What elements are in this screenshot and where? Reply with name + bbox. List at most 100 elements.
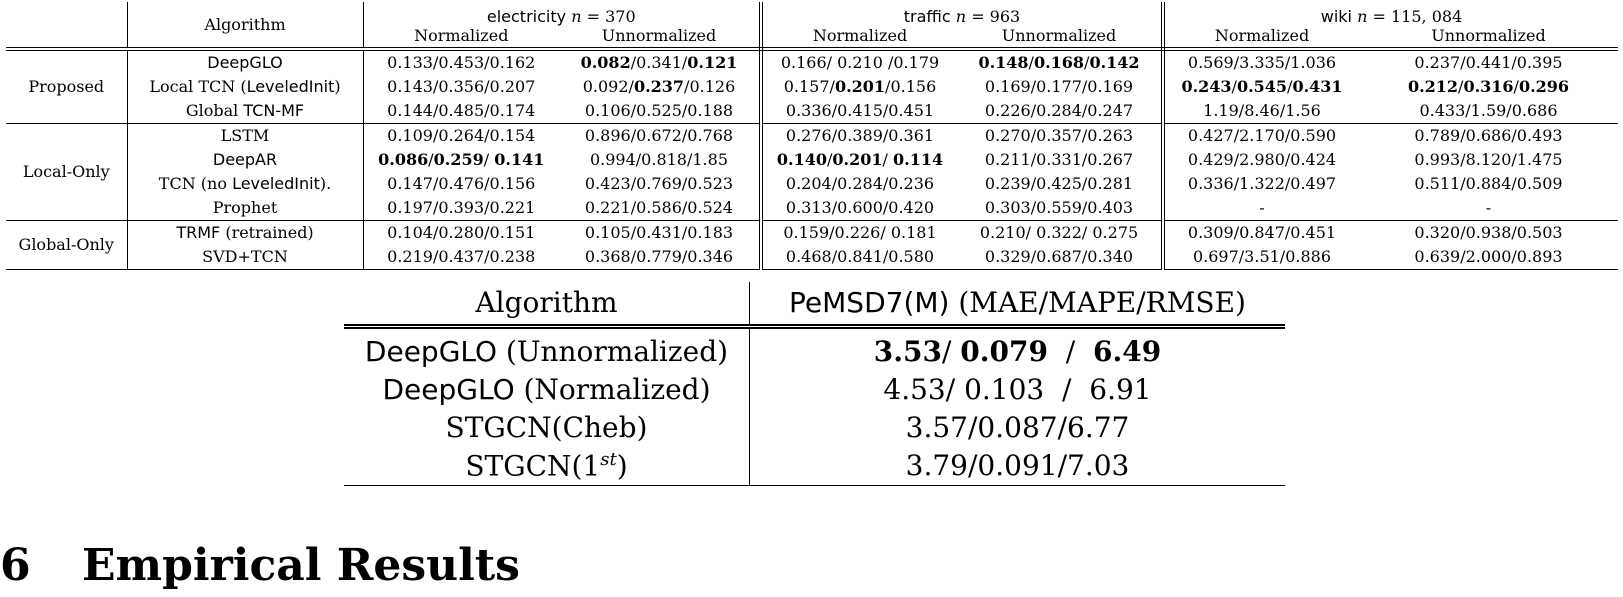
metric-cell: 0.133/0.453/0.162 [363, 48, 559, 75]
value-text: 0.109/0.264/0.154 [387, 126, 536, 145]
algorithm-sans-text: TRMF [176, 223, 221, 242]
value-text: - [1485, 198, 1492, 217]
row-group-label: Global-Only [6, 220, 128, 270]
table2-metric-value: 4.53/ 0.103 / 6.91 [750, 371, 1286, 409]
value-text: 3.57/0.087/6.77 [905, 411, 1130, 444]
algorithm-name: Local TCN (LeveledInit) [127, 75, 364, 99]
value-text: 1.19/8.46/1.56 [1203, 101, 1321, 120]
value-text: 0.423/0.769/0.523 [584, 174, 734, 193]
metric-cell: - [1163, 196, 1359, 221]
value-text: 0.336/1.322/0.497 [1187, 174, 1337, 193]
table-row: Local TCN (LeveledInit) 0.143/0.356/0.207… [6, 75, 1618, 99]
bold-value: 3.53 [873, 335, 942, 368]
metric-cell: 0.212/0.316/0.296 [1359, 75, 1618, 99]
table-row: Global-Only TRMF (retrained) 0.104/0.280/0… [6, 220, 1618, 270]
value-text: / [483, 150, 495, 169]
metric-cell: 0.427/2.170/0.590 [1163, 123, 1359, 148]
value-text: / [1028, 53, 1034, 72]
table-row: SVD+TCN 0.219/0.437/0.238 0.368/0.779/0.34… [6, 245, 1618, 270]
table2-row: STGCN(1st) 3.79/0.091/7.03 [344, 447, 1285, 486]
value-text: 0.433/1.59/0.686 [1419, 101, 1558, 120]
metric-cell: 0.148/0.168/0.142 [957, 48, 1165, 75]
algorithm-text: ). [319, 174, 332, 193]
value-text: 0.210/ 0.322/ 0.275 [979, 223, 1139, 242]
table2-row: DeepGLO (Unnormalized) 3.53/ 0.079 / 6.49 [344, 326, 1285, 371]
metric-cell: 0.697/3.51/0.886 [1163, 245, 1359, 270]
table-header-row: Algorithm electricity n = 370 traffic n … [6, 2, 1618, 51]
table2-metric-value: 3.79/0.091/7.03 [749, 447, 1285, 486]
table2-algorithm: DeepGLO (Unnormalized) [344, 326, 750, 371]
value-text: 0.197/0.393/0.221 [387, 198, 536, 217]
value-text: 0.368/0.779/0.346 [584, 247, 734, 266]
value-text: 0.329/0.687/0.340 [984, 247, 1134, 266]
metric-cell: 0.468/0.841/0.580 [761, 245, 957, 270]
table-row: Prophet 0.197/0.393/0.221 0.221/0.586/0.52… [6, 196, 1618, 221]
algorithm-text: ) [616, 449, 628, 483]
value-text: 3.79/0.091/7.03 [905, 449, 1130, 482]
header-traffic: traffic n = 963 [761, 2, 1165, 25]
metric-cell: 0.086/0.259/ 0.141 [363, 148, 559, 172]
metric-cell: 0.159/0.226/ 0.181 [761, 220, 957, 245]
metric-cell: 0.219/0.437/0.238 [363, 245, 559, 270]
bold-value: 0.201 [834, 77, 886, 96]
bold-value: 0.114 [892, 150, 944, 169]
algorithm-sans-text: DeepGLO [364, 335, 498, 368]
value-text: 0.143/0.356/0.207 [387, 77, 536, 96]
value-text: 4.53/ 0.103 / 6.91 [883, 373, 1152, 406]
value-text: 0.896/0.672/0.768 [584, 126, 734, 145]
algorithm-text: Local TCN ( [149, 77, 247, 96]
value-text: / [428, 150, 434, 169]
value-text: 0.994/0.818/1.85 [589, 150, 728, 169]
metric-cell: 0.270/0.357/0.263 [957, 123, 1165, 148]
value-text: 0.211/0.331/0.267 [984, 150, 1134, 169]
metric-cell: 0.313/0.600/0.420 [761, 196, 957, 221]
value-text: 0.159/0.226/ 0.181 [783, 223, 937, 242]
subheader-normalized: Normalized [761, 25, 957, 51]
value-text: 0.219/0.437/0.238 [387, 247, 536, 266]
bold-value: 6.49 [1093, 335, 1162, 368]
table2-row: STGCN(Cheb) 3.57/0.087/6.77 [344, 409, 1285, 447]
metric-cell: 0.276/0.389/0.361 [761, 123, 957, 148]
table2-algorithm: DeepGLO (Normalized) [344, 371, 750, 409]
algorithm-name: TRMF (retrained) [127, 220, 364, 245]
value-text: 0.221/0.586/0.524 [584, 198, 734, 217]
algorithm-text: STGCN(1 [465, 449, 601, 483]
value-text: 0.166/ 0.210 /0.179 [780, 53, 940, 72]
value-text: 0.226/0.284/0.247 [984, 101, 1134, 120]
metric-cell: 0.243/0.545/0.431 [1163, 75, 1359, 99]
value-text: / [1458, 77, 1464, 96]
superscript-text: st [600, 449, 617, 471]
algorithm-sans-text: DeepGLO [382, 373, 515, 406]
value-text: 0.511/0.884/0.509 [1414, 174, 1563, 193]
algorithm-text: TCN (no [158, 174, 233, 193]
value-text: 0.237/0.441/0.395 [1414, 53, 1563, 72]
value-text: 0.468/0.841/0.580 [785, 247, 935, 266]
header-group-cell [6, 2, 128, 25]
value-text: / [1231, 77, 1237, 96]
value-text: 0.639/2.000/0.893 [1414, 247, 1563, 266]
metric-cell: 0.237/0.441/0.395 [1359, 48, 1618, 75]
value-text: 0.789/0.686/0.493 [1414, 126, 1563, 145]
table-row: DeepAR 0.086/0.259/ 0.141 0.994/0.818/1.85… [6, 148, 1618, 172]
metric-cell: 0.140/0.201/ 0.114 [761, 148, 957, 172]
row-group-label: Local-Only [6, 123, 128, 221]
metric-cell: 0.169/0.177/0.169 [957, 75, 1165, 99]
value-text: 0.303/0.559/0.403 [984, 198, 1134, 217]
metric-cell: 0.106/0.525/0.188 [559, 99, 763, 124]
metric-cell: 0.082/0.341/0.121 [559, 48, 763, 75]
bold-value: 0.259 [433, 150, 484, 169]
algorithm-sans-text: LeveledInit [232, 174, 320, 193]
algorithm-text: Global [185, 101, 244, 120]
algorithm-text: (Unnormalized) [497, 335, 729, 368]
value-text: - [1259, 198, 1265, 217]
value-text: 0.993/8.120/1.475 [1414, 150, 1563, 169]
metric-cell: 0.896/0.672/0.768 [559, 123, 763, 148]
value-text: 0.429/2.980/0.424 [1187, 150, 1337, 169]
value-text: 0.104/0.280/0.151 [387, 223, 536, 242]
value-text: / [882, 150, 893, 169]
table2-algorithm: STGCN(1st) [344, 447, 750, 486]
section-number: 6 [0, 540, 31, 591]
algorithm-name: SVD+TCN [127, 245, 364, 270]
value-text: 0.133/0.453/0.162 [387, 53, 536, 72]
table2-algorithm: STGCN(Cheb) [344, 409, 750, 447]
